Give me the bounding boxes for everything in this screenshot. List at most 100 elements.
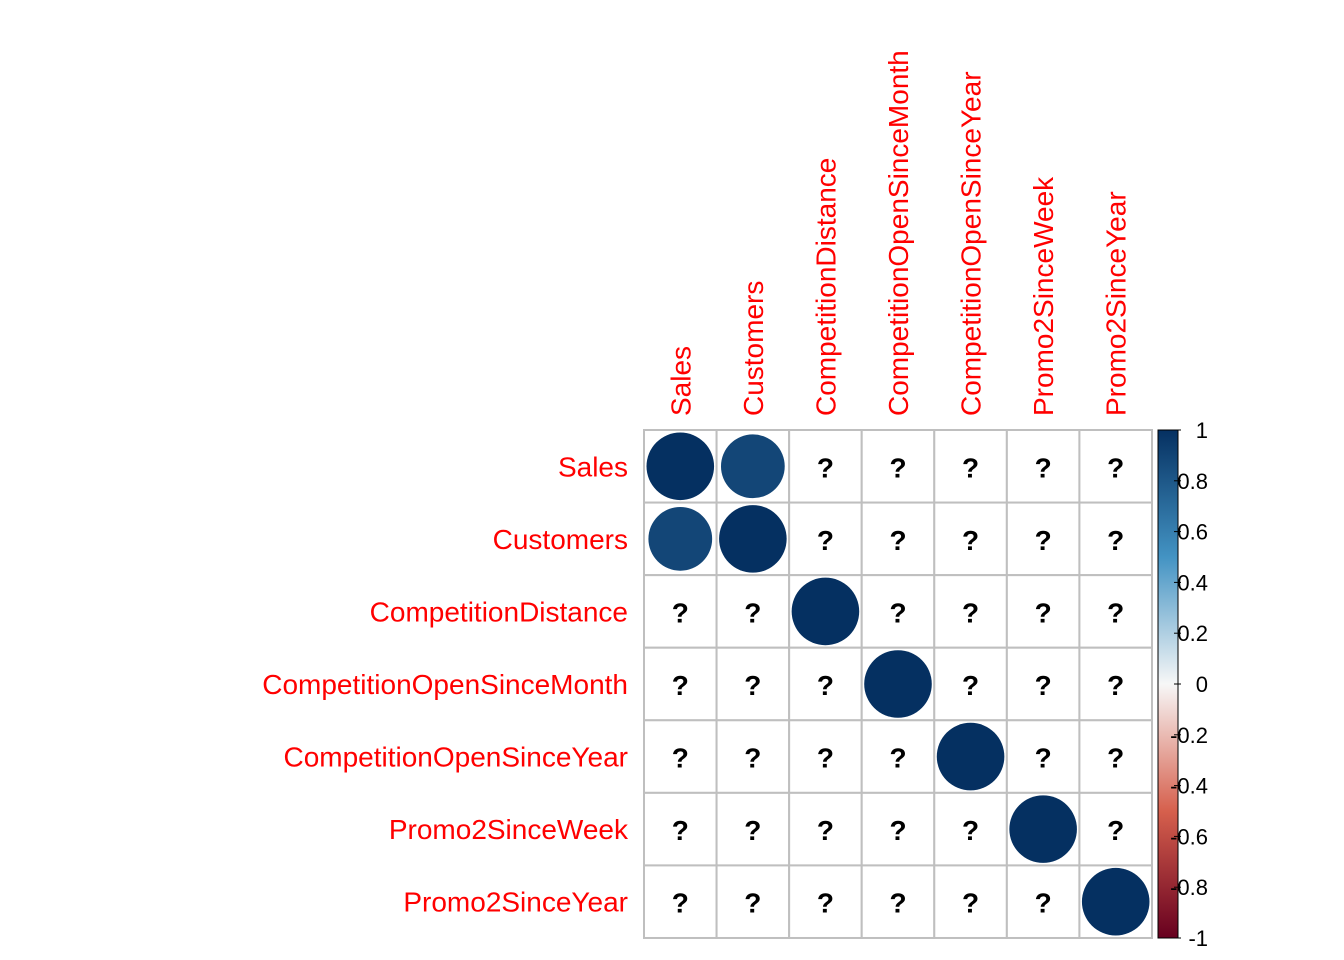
column-label: Sales [665, 346, 696, 416]
colorbar-tick-label: -1 [1188, 926, 1208, 951]
missing-value-mark: ? [817, 815, 834, 846]
grid-cell [715, 646, 791, 722]
missing-value-mark: ? [962, 815, 979, 846]
grid-cell [788, 501, 863, 577]
missing-value-mark: ? [817, 888, 834, 919]
missing-value-mark: ? [817, 743, 834, 774]
grid-cell [1078, 574, 1153, 649]
correlation-circle [1081, 867, 1150, 936]
column-labels: Sales Customers CompetitionDistance Competi… [665, 50, 1131, 416]
grid-cell [860, 864, 936, 939]
missing-value-mark: ? [744, 670, 761, 701]
grid-cell [643, 719, 718, 794]
correlation-circle [864, 650, 932, 718]
column-label: CompetitionOpenSinceYear [956, 71, 987, 416]
missing-value-mark: ? [1107, 670, 1124, 701]
missing-value-mark: ? [962, 452, 979, 483]
grid-cell [1005, 646, 1081, 722]
grid-cell [715, 791, 791, 867]
row-label: CompetitionOpenSinceMonth [262, 669, 628, 700]
row-label: CompetitionDistance [370, 596, 628, 627]
missing-value-mark: ? [962, 888, 979, 919]
column-label: CompetitionDistance [810, 158, 841, 416]
missing-value-mark: ? [1035, 452, 1052, 483]
matrix-cells: ???????????????????????????????????????? [643, 429, 1153, 939]
correlation-circle [936, 722, 1005, 791]
row-label: Sales [558, 451, 628, 482]
colorbar-tick-label: 0 [1196, 672, 1208, 697]
missing-value-mark: ? [1107, 743, 1124, 774]
colorbar-tick-label: -0.2 [1170, 723, 1208, 748]
grid-cell [643, 646, 718, 722]
column-label: Promo2SinceYear [1101, 191, 1132, 416]
missing-value-mark: ? [889, 525, 906, 556]
missing-value-mark: ? [744, 888, 761, 919]
missing-value-mark: ? [889, 815, 906, 846]
row-label: CompetitionOpenSinceYear [283, 742, 628, 773]
colorbar-tick-label: 0.4 [1177, 570, 1208, 595]
missing-value-mark: ? [817, 452, 834, 483]
missing-value-mark: ? [1107, 525, 1124, 556]
missing-value-mark: ? [672, 888, 689, 919]
colorbar: 1 0.8 0.6 0.4 0.2 0 -0.2 -0.4 -0.6 -0.8 -1 [1157, 418, 1208, 951]
missing-value-mark: ? [817, 525, 834, 556]
colorbar-tick-label: -0.4 [1170, 774, 1208, 799]
column-label: Customers [738, 281, 769, 416]
missing-value-mark: ? [817, 670, 834, 701]
colorbar-tick-label: 1 [1196, 418, 1208, 443]
missing-value-mark: ? [744, 743, 761, 774]
missing-value-mark: ? [962, 525, 979, 556]
missing-value-mark: ? [889, 743, 906, 774]
grid-cell [1005, 864, 1081, 939]
row-label: Promo2SinceWeek [389, 814, 629, 845]
colorbar-tick-label: -0.6 [1170, 824, 1208, 849]
column-label: CompetitionOpenSinceMonth [883, 50, 914, 416]
correlation-circle [646, 432, 715, 501]
missing-value-mark: ? [1035, 888, 1052, 919]
grid-cell [933, 574, 1008, 649]
grid-cell [1078, 791, 1153, 867]
missing-value-mark: ? [889, 452, 906, 483]
grid-cell [860, 574, 936, 649]
missing-value-mark: ? [1035, 597, 1052, 628]
grid-cell [933, 864, 1008, 939]
grid-cell [643, 791, 718, 867]
grid-cell [1078, 646, 1153, 722]
missing-value-mark: ? [672, 670, 689, 701]
missing-value-mark: ? [1035, 525, 1052, 556]
grid-cell [788, 719, 863, 794]
colorbar-tick-label: 0.2 [1177, 621, 1208, 646]
colorbar-tick-label: -0.8 [1170, 875, 1208, 900]
missing-value-mark: ? [744, 597, 761, 628]
missing-value-mark: ? [672, 743, 689, 774]
grid-cell [933, 501, 1008, 577]
missing-value-mark: ? [1107, 597, 1124, 628]
missing-value-mark: ? [672, 815, 689, 846]
grid-cell [715, 574, 791, 649]
correlation-circle [648, 506, 713, 571]
row-label: Promo2SinceYear [403, 887, 628, 918]
missing-value-mark: ? [962, 597, 979, 628]
grid-cell [788, 864, 863, 939]
missing-value-mark: ? [962, 670, 979, 701]
correlation-circle [1009, 795, 1077, 863]
column-label: Promo2SinceWeek [1028, 176, 1059, 416]
grid-cell [1005, 429, 1081, 504]
missing-value-mark: ? [672, 597, 689, 628]
missing-value-mark: ? [744, 815, 761, 846]
colorbar-tick-label: 0.8 [1177, 469, 1208, 494]
row-label: Customers [493, 524, 628, 555]
correlation-circle [719, 505, 787, 573]
row-labels: Sales Customers CompetitionDistance Competi… [262, 451, 629, 917]
missing-value-mark: ? [889, 888, 906, 919]
missing-value-mark: ? [1107, 815, 1124, 846]
missing-value-mark: ? [1035, 670, 1052, 701]
grid-cell [1078, 501, 1153, 577]
correlation-circle [720, 434, 785, 499]
grid-cell [1005, 574, 1081, 649]
missing-value-mark: ? [889, 597, 906, 628]
colorbar-tick-label: 0.6 [1177, 520, 1208, 545]
correlation-circle [791, 577, 860, 646]
missing-value-mark: ? [1107, 452, 1124, 483]
